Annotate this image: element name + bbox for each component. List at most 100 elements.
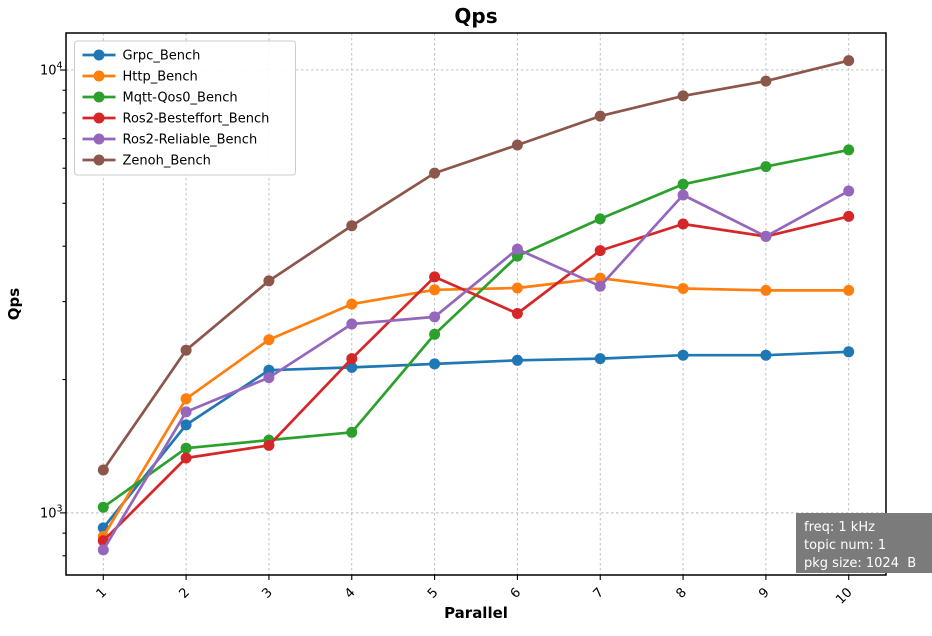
marker-Zenoh_Bench-x3 bbox=[263, 275, 275, 287]
x-tick-label-3: 3 bbox=[259, 585, 275, 601]
marker-Mqtt-Qos0_Bench-x4 bbox=[346, 426, 358, 438]
legend-marker-Http_Bench bbox=[93, 70, 105, 82]
plot-border bbox=[65, 32, 887, 576]
marker-Ros2-Reliable_Bench-x9 bbox=[760, 230, 772, 242]
x-axis-label: Parallel bbox=[444, 604, 508, 622]
marker-Http_Bench-x5 bbox=[429, 284, 441, 296]
legend-item-Ros2-Besteffort_Bench: Ros2-Besteffort_Bench bbox=[82, 112, 269, 127]
marker-Zenoh_Bench-x1 bbox=[97, 464, 109, 476]
legend-item-Ros2-Reliable_Bench: Ros2-Reliable_Bench bbox=[82, 133, 258, 148]
info-box-background bbox=[796, 513, 932, 573]
marker-Ros2-Besteffort_Bench-x7 bbox=[594, 245, 606, 257]
y-tick-label-10000: 104 bbox=[40, 60, 63, 78]
marker-Http_Bench-x3 bbox=[263, 334, 275, 346]
marker-Mqtt-Qos0_Bench-x2 bbox=[180, 442, 192, 454]
marker-Grpc_Bench-x10 bbox=[843, 346, 855, 358]
info-box: freq: 1 kHz topic num: 1 pkg size: 1024 … bbox=[796, 513, 932, 573]
marker-Ros2-Besteffort_Bench-x4 bbox=[346, 353, 358, 365]
marker-Mqtt-Qos0_Bench-x10 bbox=[843, 144, 855, 156]
info-line-freq: freq: 1 kHz bbox=[804, 520, 875, 535]
legend-item-Grpc_Bench: Grpc_Bench bbox=[82, 49, 201, 64]
legend-item-Zenoh_Bench: Zenoh_Bench bbox=[82, 154, 211, 169]
y-axis-label: Qps bbox=[5, 288, 23, 320]
legend-label-Zenoh_Bench: Zenoh_Bench bbox=[123, 154, 211, 169]
marker-Grpc_Bench-x5 bbox=[429, 358, 441, 370]
legend-item-Mqtt-Qos0_Bench: Mqtt-Qos0_Bench bbox=[82, 91, 238, 106]
legend-label-Grpc_Bench: Grpc_Bench bbox=[123, 49, 201, 64]
marker-Zenoh_Bench-x4 bbox=[346, 220, 358, 232]
marker-Ros2-Reliable_Bench-x7 bbox=[594, 280, 606, 292]
marker-Ros2-Reliable_Bench-x10 bbox=[843, 185, 855, 197]
info-line-pkg-size: pkg size: 1024 B bbox=[804, 556, 916, 571]
legend-marker-Ros2-Besteffort_Bench bbox=[93, 112, 105, 124]
marker-Grpc_Bench-x8 bbox=[677, 349, 689, 361]
legend-marker-Ros2-Reliable_Bench bbox=[93, 133, 105, 145]
marker-Mqtt-Qos0_Bench-x8 bbox=[677, 178, 689, 190]
marker-Ros2-Reliable_Bench-x5 bbox=[429, 311, 441, 323]
marker-Http_Bench-x7 bbox=[594, 272, 606, 284]
marker-Http_Bench-x8 bbox=[677, 283, 689, 294]
legend-box bbox=[74, 40, 296, 176]
series-line-Zenoh_Bench bbox=[101, 59, 851, 472]
x-tick-label-2: 2 bbox=[176, 585, 192, 601]
marker-Ros2-Besteffort_Bench-x8 bbox=[677, 218, 689, 230]
data-series bbox=[97, 55, 855, 556]
marker-Grpc_Bench-x2 bbox=[180, 419, 192, 431]
marker-Http_Bench-x6 bbox=[511, 282, 523, 294]
x-tick-label-9: 9 bbox=[756, 585, 772, 601]
series-Grpc_Bench bbox=[97, 346, 855, 534]
marker-Http_Bench-x4 bbox=[346, 298, 358, 310]
marker-Grpc_Bench-x4 bbox=[346, 361, 358, 373]
x-tick-label-10: 10 bbox=[833, 585, 855, 607]
legend-marker-Grpc_Bench bbox=[93, 49, 105, 61]
marker-Zenoh_Bench-x5 bbox=[429, 167, 441, 179]
marker-Zenoh_Bench-x2 bbox=[180, 344, 192, 356]
marker-Zenoh_Bench-x8 bbox=[677, 90, 689, 102]
x-tick-label-4: 4 bbox=[342, 585, 358, 601]
series-Ros2-Reliable_Bench bbox=[97, 185, 855, 556]
marker-Mqtt-Qos0_Bench-x7 bbox=[594, 213, 606, 225]
marker-Http_Bench-x2 bbox=[180, 393, 192, 405]
marker-Zenoh_Bench-x6 bbox=[511, 139, 523, 151]
y-tick-label-1000: 103 bbox=[40, 503, 63, 521]
marker-Ros2-Besteffort_Bench-x3 bbox=[263, 439, 275, 451]
marker-Mqtt-Qos0_Bench-x9 bbox=[760, 161, 772, 173]
marker-Ros2-Besteffort_Bench-x2 bbox=[180, 452, 192, 464]
legend-marker-Zenoh_Bench bbox=[93, 154, 105, 166]
x-tick-label-1: 1 bbox=[94, 585, 110, 601]
marker-Zenoh_Bench-x7 bbox=[594, 110, 606, 122]
marker-Grpc_Bench-x7 bbox=[594, 353, 606, 365]
legend-label-Mqtt-Qos0_Bench: Mqtt-Qos0_Bench bbox=[123, 91, 238, 106]
marker-Zenoh_Bench-x9 bbox=[760, 75, 772, 87]
x-tick-label-5: 5 bbox=[425, 585, 441, 601]
legend-label-Http_Bench: Http_Bench bbox=[123, 70, 198, 85]
chart-title: Qps bbox=[454, 4, 497, 28]
marker-Ros2-Besteffort_Bench-x5 bbox=[429, 271, 441, 283]
marker-Ros2-Reliable_Bench-x2 bbox=[180, 406, 192, 418]
x-tick-label-6: 6 bbox=[508, 585, 524, 601]
series-line-Http_Bench bbox=[101, 276, 851, 538]
marker-Mqtt-Qos0_Bench-x5 bbox=[429, 328, 441, 340]
marker-Mqtt-Qos0_Bench-x1 bbox=[97, 501, 109, 513]
x-tick-label-7: 7 bbox=[591, 585, 607, 601]
x-tick-label-8: 8 bbox=[673, 585, 689, 601]
marker-Ros2-Reliable_Bench-x6 bbox=[511, 243, 523, 255]
marker-Ros2-Reliable_Bench-x1 bbox=[97, 544, 109, 556]
marker-Grpc_Bench-x6 bbox=[511, 354, 523, 366]
marker-Http_Bench-x9 bbox=[760, 284, 772, 296]
series-Zenoh_Bench bbox=[97, 55, 855, 476]
series-line-Ros2-Besteffort_Bench bbox=[101, 215, 851, 543]
marker-Ros2-Besteffort_Bench-x6 bbox=[511, 308, 523, 319]
legend-label-Ros2-Reliable_Bench: Ros2-Reliable_Bench bbox=[123, 133, 258, 148]
series-Ros2-Besteffort_Bench bbox=[97, 210, 855, 547]
marker-Http_Bench-x10 bbox=[843, 284, 855, 296]
legend-marker-Mqtt-Qos0_Bench bbox=[93, 91, 105, 103]
series-line-Ros2-Reliable_Bench bbox=[101, 189, 851, 552]
legend: Grpc_Bench Http_Bench Mqtt-Qos0_Bench Ros2-… bbox=[74, 40, 296, 176]
legend-item-Http_Bench: Http_Bench bbox=[82, 70, 198, 85]
marker-Grpc_Bench-x9 bbox=[760, 349, 772, 361]
marker-Zenoh_Bench-x10 bbox=[843, 55, 855, 67]
marker-Ros2-Reliable_Bench-x3 bbox=[263, 372, 275, 384]
